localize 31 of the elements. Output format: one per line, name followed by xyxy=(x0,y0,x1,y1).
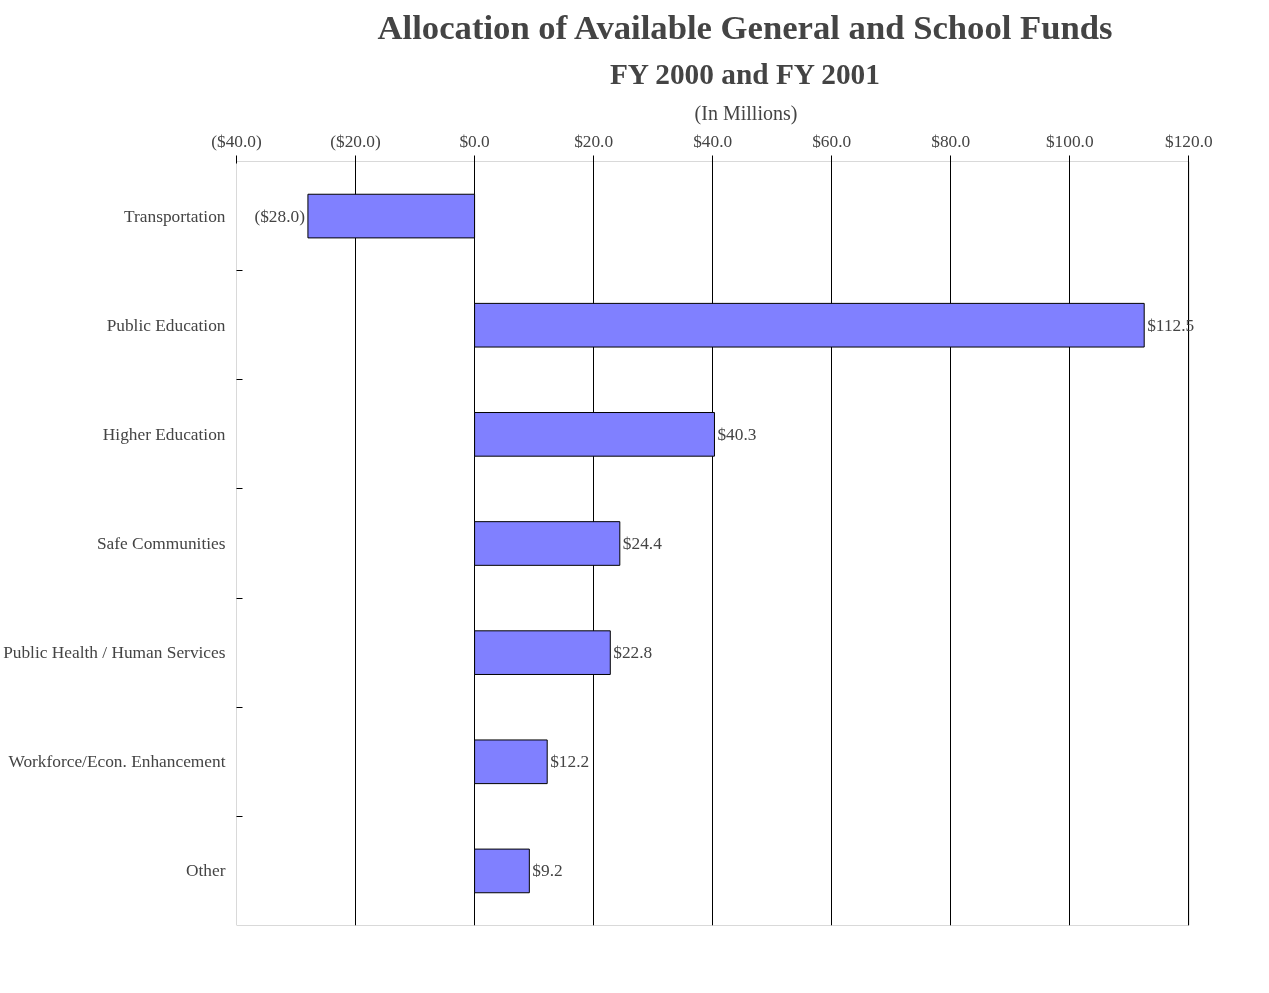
data-label: $40.3 xyxy=(717,424,757,444)
data-label: $9.2 xyxy=(532,861,563,881)
chart-subtitle: FY 2000 and FY 2001 xyxy=(609,57,880,90)
bar xyxy=(474,848,530,894)
y-tick-label: Public Health / Human Services xyxy=(3,643,226,663)
y-tick-label: Transportation xyxy=(124,206,226,226)
x-tick-label: ($20.0) xyxy=(330,131,382,151)
x-tick-label: $40.0 xyxy=(693,131,733,151)
text: (In Millions) xyxy=(694,101,798,125)
x-tick-label: $0.0 xyxy=(459,131,490,151)
x-tick-label: $100.0 xyxy=(1045,131,1094,151)
data-label: $12.2 xyxy=(550,752,590,772)
bar xyxy=(474,412,715,457)
data-label: $22.8 xyxy=(613,643,653,663)
x-tick-label: ($40.0) xyxy=(211,131,262,151)
y-tick-label: Workforce/Econ. Enhancement xyxy=(8,752,226,772)
bar xyxy=(474,521,621,566)
x-tick-label: $80.0 xyxy=(931,131,971,151)
y-tick-label: Public Education xyxy=(106,315,226,335)
x-tick-label: $120.0 xyxy=(1165,131,1213,151)
y-tick-label: Other xyxy=(186,861,226,881)
y-tick-label: Safe Communities xyxy=(96,534,226,553)
y-tick-label: Higher Education xyxy=(102,424,226,444)
bar xyxy=(474,739,548,785)
x-tick-label: $20.0 xyxy=(574,131,614,151)
bar xyxy=(474,302,1145,348)
bar xyxy=(474,630,611,675)
data-label: $24.4 xyxy=(622,534,663,553)
x-tick-label: $60.0 xyxy=(812,131,852,151)
chart-title: Allocation of Available General and School Funds xyxy=(377,7,1113,46)
data-label: ($28.0) xyxy=(254,206,306,226)
